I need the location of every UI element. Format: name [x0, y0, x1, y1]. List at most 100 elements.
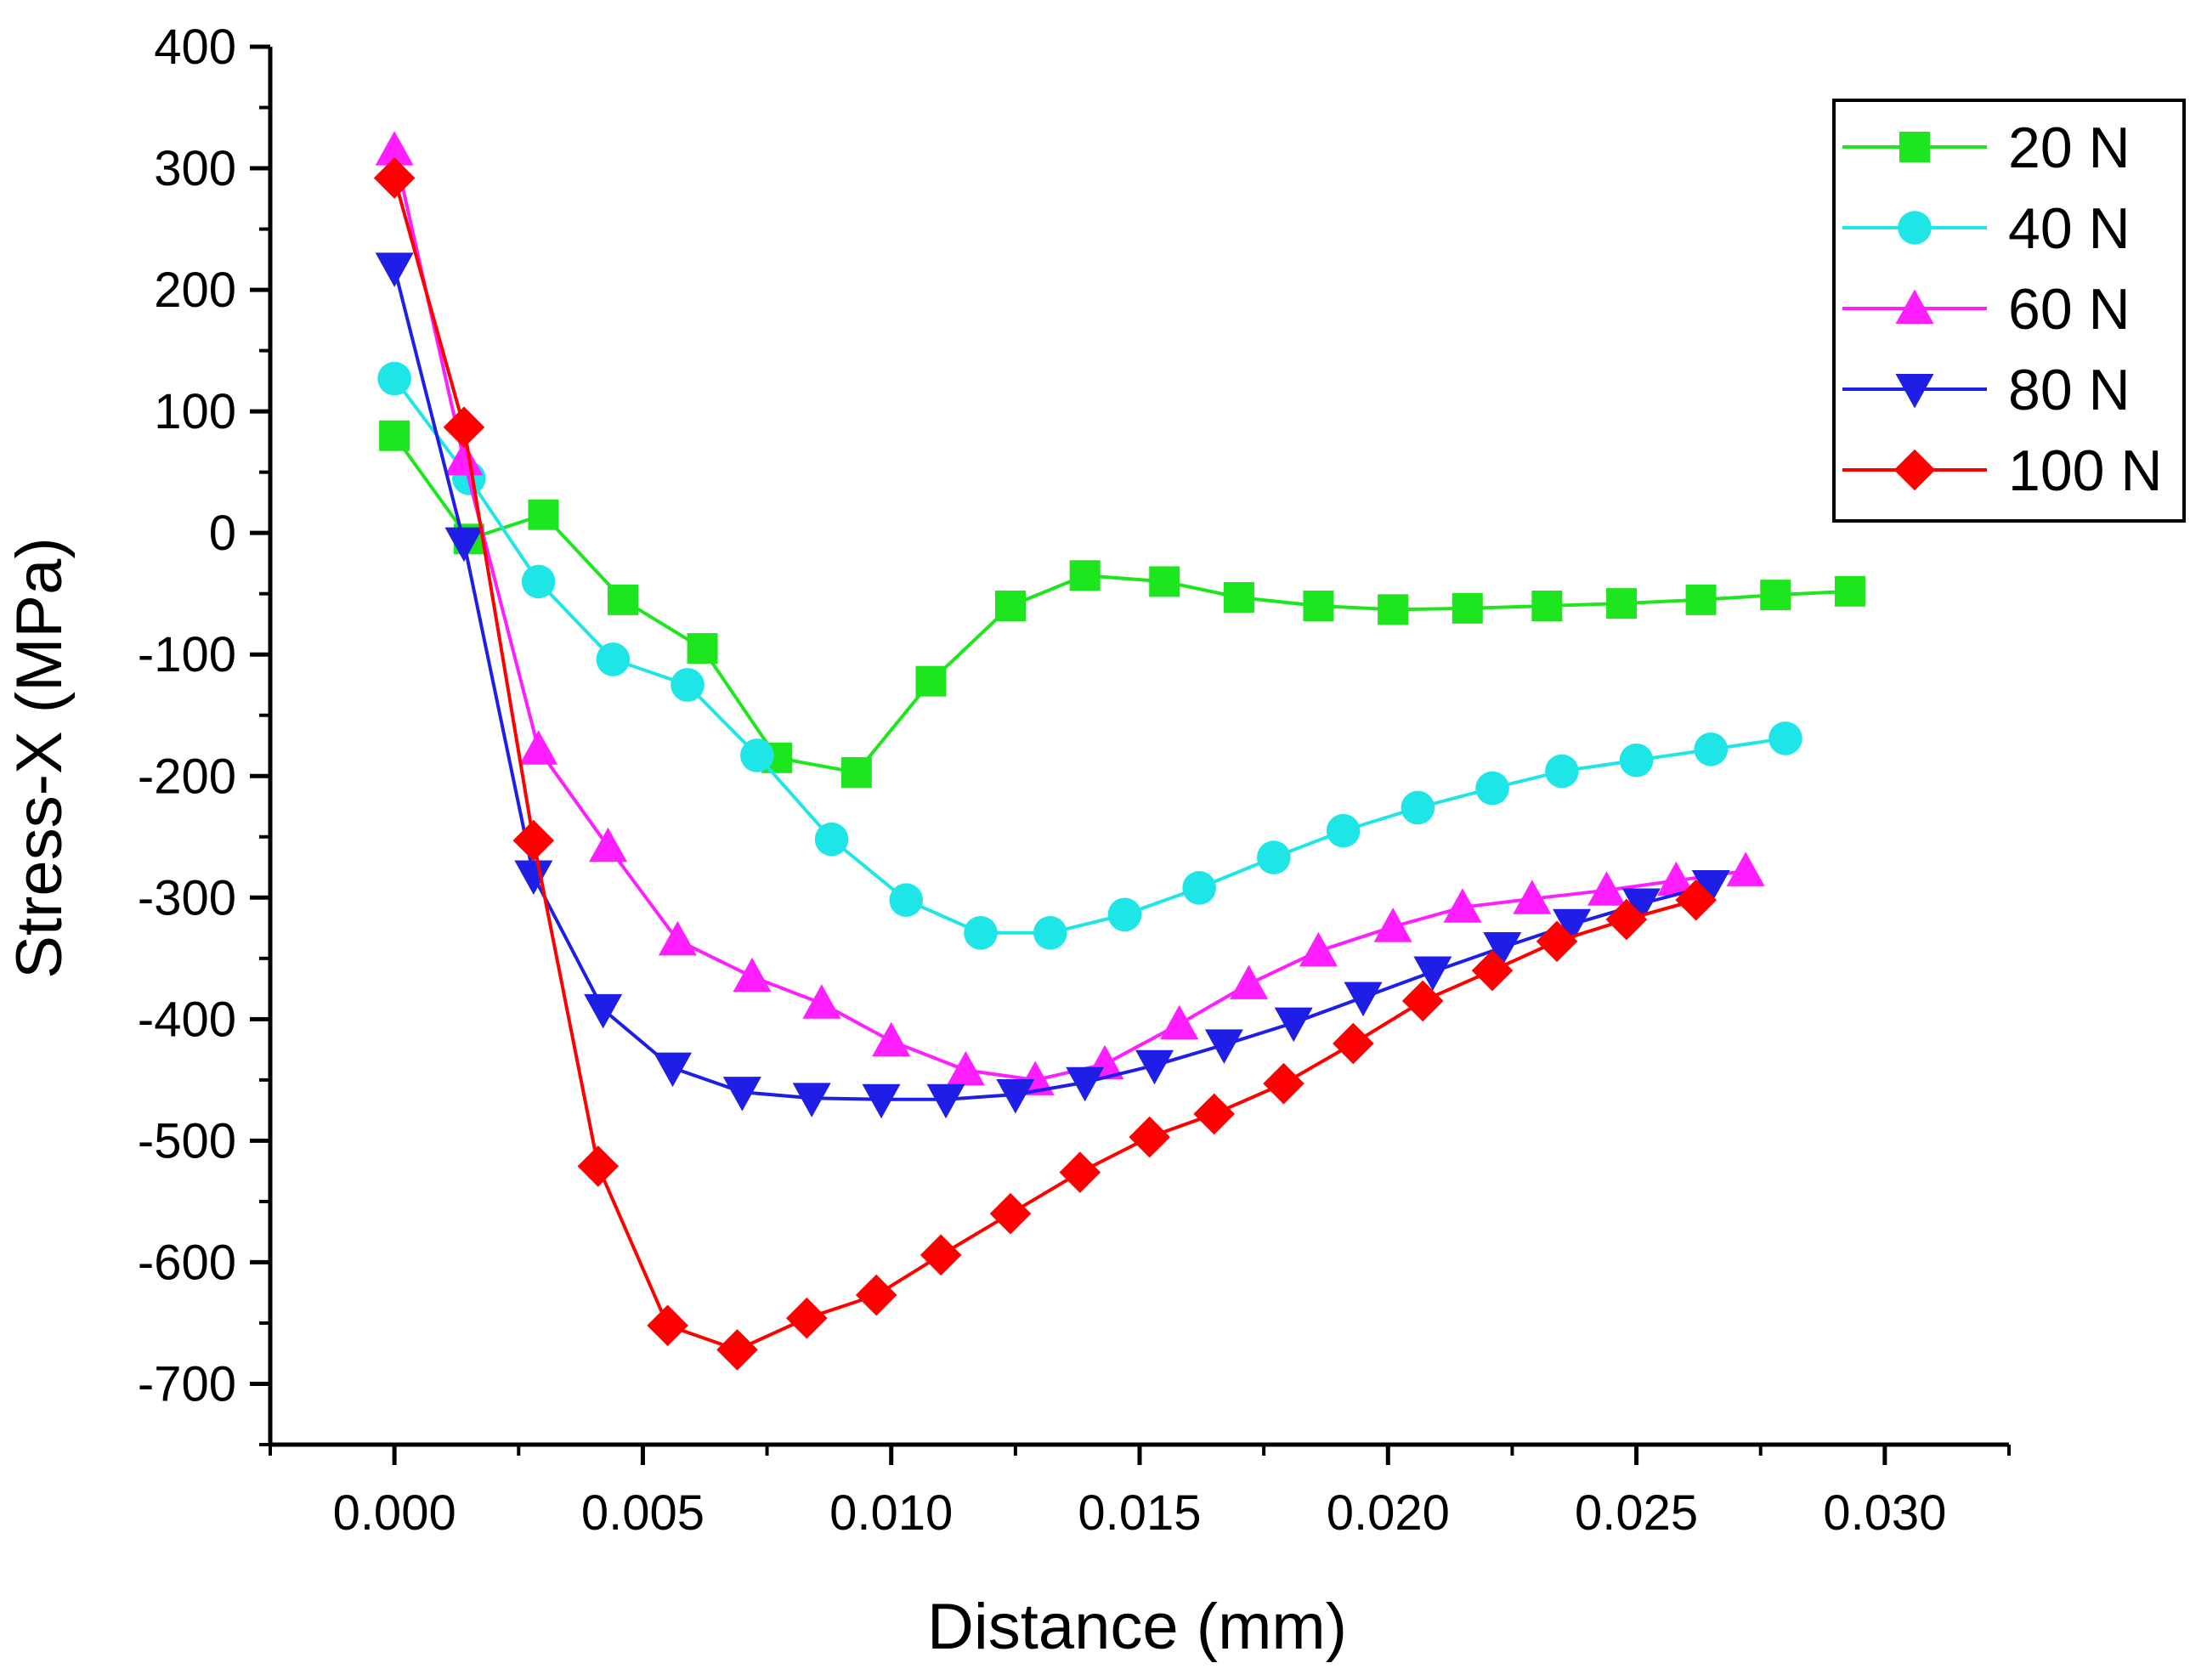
- data-point-60-n: [802, 984, 841, 1019]
- y-tick-label: 0: [209, 506, 236, 561]
- data-point-100-n: [920, 1234, 962, 1276]
- legend-marker-40-n: [1898, 211, 1932, 245]
- data-point-60-n: [1373, 908, 1412, 942]
- y-tick-label: -600: [138, 1235, 236, 1290]
- data-point-100-n: [1333, 1022, 1374, 1065]
- data-point-80-n: [514, 860, 553, 896]
- data-point-40-n: [1182, 871, 1216, 905]
- x-tick-label: 0.010: [829, 1485, 953, 1541]
- y-tick-label: -100: [138, 627, 236, 682]
- series-20-n: [379, 420, 1865, 788]
- x-tick-label: 0.015: [1078, 1485, 1201, 1541]
- data-point-80-n: [996, 1079, 1035, 1114]
- x-tick-label: 0.000: [333, 1485, 456, 1541]
- data-point-20-n: [1685, 584, 1717, 615]
- data-point-40-n: [814, 822, 849, 857]
- legend-box: [1832, 99, 2186, 523]
- data-point-80-n: [1413, 956, 1452, 992]
- data-point-60-n: [1726, 851, 1765, 886]
- data-point-100-n: [647, 1304, 688, 1347]
- legend-marker-100-n: [1893, 449, 1936, 491]
- x-tick-label: 0.030: [1823, 1485, 1946, 1541]
- data-point-40-n: [1545, 754, 1579, 789]
- legend-label: 80 N: [2008, 358, 2131, 422]
- data-point-40-n: [889, 883, 924, 917]
- data-point-20-n: [1378, 594, 1409, 625]
- data-point-100-n: [1471, 949, 1514, 992]
- data-point-80-n: [722, 1077, 761, 1112]
- data-point-20-n: [1606, 588, 1638, 619]
- legend-label: 40 N: [2008, 196, 2131, 261]
- data-point-40-n: [1107, 897, 1142, 932]
- series-80-n: [375, 252, 1730, 1119]
- data-point-80-n: [1483, 931, 1522, 967]
- data-point-40-n: [1768, 721, 1802, 755]
- data-point-20-n: [840, 756, 872, 788]
- data-point-80-n: [1204, 1029, 1243, 1064]
- legend-marker-60-n: [1895, 289, 1934, 324]
- y-axis-title: Stress-X (MPa): [3, 537, 76, 978]
- data-point-60-n: [375, 131, 414, 166]
- data-point-100-n: [989, 1192, 1032, 1235]
- series-100-n: [373, 157, 1717, 1371]
- data-point-20-n: [528, 499, 559, 530]
- series-layer: [373, 131, 1865, 1371]
- legend-marker-80-n: [1895, 374, 1934, 409]
- data-point-100-n: [1129, 1116, 1170, 1158]
- legend-label: 60 N: [2008, 277, 2131, 342]
- y-tick-label: -200: [138, 749, 236, 804]
- data-point-60-n: [872, 1021, 911, 1057]
- data-point-60-n: [1656, 861, 1695, 897]
- data-point-80-n: [1553, 908, 1592, 944]
- data-point-20-n: [1760, 580, 1791, 611]
- data-point-80-n: [1344, 981, 1383, 1017]
- data-point-60-n: [444, 440, 484, 476]
- data-point-80-n: [1691, 870, 1730, 905]
- data-point-60-n: [658, 920, 697, 956]
- data-point-60-n: [1513, 880, 1552, 914]
- data-point-60-n: [1299, 931, 1338, 967]
- data-point-40-n: [1257, 840, 1291, 874]
- data-point-80-n: [1274, 1007, 1313, 1043]
- data-point-40-n: [1694, 732, 1729, 766]
- data-point-100-n: [443, 406, 485, 449]
- data-point-40-n: [671, 668, 705, 702]
- data-point-60-n: [1230, 964, 1269, 999]
- data-point-40-n: [740, 738, 774, 772]
- y-tick-label: -700: [138, 1356, 236, 1411]
- data-point-60-n: [946, 1050, 985, 1086]
- data-point-100-n: [1193, 1093, 1235, 1135]
- data-point-100-n: [786, 1297, 828, 1339]
- data-point-20-n: [379, 420, 410, 451]
- data-point-40-n: [377, 361, 411, 396]
- data-point-20-n: [608, 584, 639, 615]
- y-tick-label: -500: [138, 1113, 236, 1168]
- data-point-80-n: [654, 1052, 693, 1088]
- data-point-60-n: [589, 827, 628, 863]
- data-point-80-n: [926, 1083, 965, 1119]
- legend-item-20-n: 20 N: [1842, 116, 2131, 180]
- x-tick-label: 0.025: [1575, 1485, 1698, 1541]
- legend-item-80-n: 80 N: [1842, 358, 2131, 422]
- data-point-60-n: [1443, 888, 1482, 923]
- data-point-20-n: [1149, 566, 1180, 597]
- data-point-80-n: [862, 1083, 901, 1119]
- data-point-60-n: [1587, 871, 1626, 906]
- data-point-60-n: [733, 957, 772, 993]
- data-point-100-n: [373, 157, 416, 199]
- data-point-100-n: [512, 819, 555, 862]
- data-point-40-n: [1401, 790, 1435, 825]
- legend-label: 100 N: [2008, 438, 2162, 503]
- data-point-40-n: [1033, 915, 1067, 950]
- data-point-40-n: [521, 564, 556, 599]
- data-point-80-n: [444, 527, 484, 563]
- data-point-60-n: [1160, 1004, 1199, 1040]
- legend-item-100-n: 100 N: [1842, 438, 2162, 503]
- x-tick-label: 0.005: [581, 1485, 705, 1541]
- axes: -700 -600 -500 -400 -300 -200 -100 0 100 200 300 40…: [138, 20, 2011, 1541]
- data-point-40-n: [596, 642, 631, 676]
- data-point-100-n: [577, 1145, 620, 1187]
- data-point-20-n: [1834, 575, 1865, 607]
- data-point-80-n: [584, 993, 623, 1029]
